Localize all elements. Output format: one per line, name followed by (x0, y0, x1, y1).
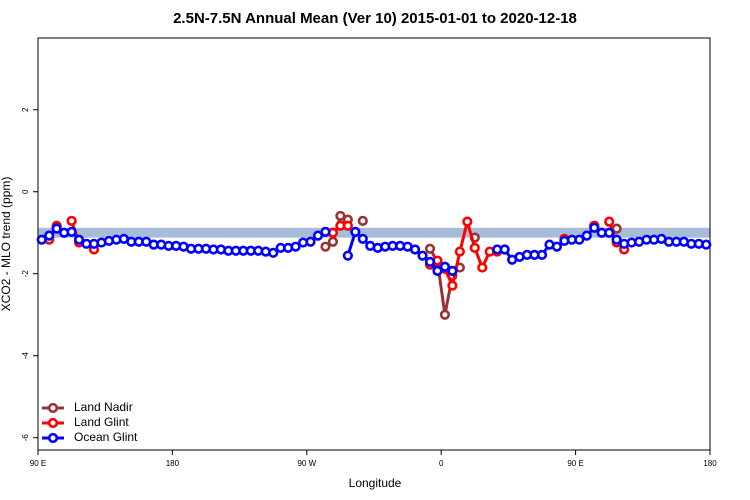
data-point (320, 226, 331, 238)
data-point (424, 256, 436, 267)
x-tick-label: 90 E (30, 459, 46, 468)
y-tick-label: -4 (21, 352, 30, 360)
data-point (66, 226, 77, 238)
legend-label: Land Nadir (74, 400, 133, 414)
data-point (290, 241, 301, 252)
x-tick-label: 180 (166, 459, 180, 468)
x-tick-label: 90 W (297, 459, 316, 468)
data-point (581, 230, 592, 241)
data-point (357, 233, 368, 244)
data-point (439, 261, 451, 272)
data-point (447, 280, 458, 291)
data-point (36, 234, 47, 245)
data-point (447, 265, 458, 276)
legend-marker (47, 417, 59, 429)
data-point (574, 234, 585, 245)
data-point (350, 226, 361, 238)
x-axis-label: Longitude (349, 476, 402, 490)
data-point (66, 215, 77, 226)
data-point (409, 244, 421, 255)
y-tick-label: 2 (21, 107, 30, 112)
data-point (432, 265, 443, 276)
data-point (44, 230, 55, 241)
y-tick-label: -2 (21, 270, 30, 278)
legend-marker (47, 432, 59, 444)
y-axis-label: XCO2 - MLO trend (ppm) (0, 177, 13, 312)
data-point (417, 250, 428, 261)
data-point (469, 242, 480, 253)
data-point (604, 216, 615, 227)
legend-label: Land Glint (74, 415, 129, 429)
data-point (499, 244, 510, 255)
data-point (335, 210, 346, 222)
data-point (342, 250, 353, 261)
x-tick-label: 0 (439, 459, 444, 468)
data-point (551, 241, 563, 252)
x-tick-label: 180 (703, 459, 717, 468)
data-point (462, 216, 473, 227)
data-point (424, 243, 436, 254)
data-point (327, 236, 339, 247)
data-point (268, 247, 279, 258)
legend-label: Ocean Glint (74, 430, 138, 444)
data-point (357, 215, 368, 226)
data-point (589, 222, 600, 233)
data-point (342, 220, 353, 231)
data-point (454, 246, 465, 257)
data-point (51, 223, 62, 234)
data-point (611, 234, 622, 245)
legend-marker (47, 402, 59, 414)
x-tick-label: 90 E (567, 459, 583, 468)
data-point (477, 262, 488, 273)
y-tick-label: -6 (21, 434, 30, 442)
data-point (320, 241, 331, 252)
data-point (439, 309, 451, 320)
y-tick-label: 0 (21, 189, 30, 194)
chart-title: 2.5N-7.5N Annual Mean (Ver 10) 2015-01-0… (173, 10, 577, 27)
data-point (604, 227, 615, 238)
data-point (312, 230, 324, 241)
reference-band (38, 227, 710, 238)
data-point (73, 234, 85, 245)
data-point (536, 249, 548, 260)
data-point (305, 236, 316, 247)
data-point (701, 239, 712, 250)
